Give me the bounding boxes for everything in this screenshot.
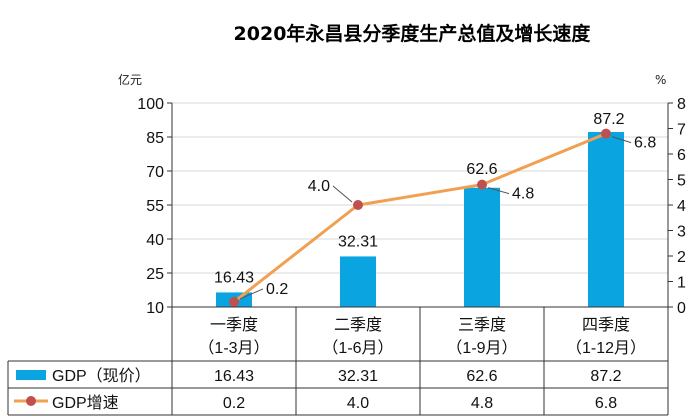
y-right-tick-label: 5	[677, 173, 686, 190]
y-right-tick-label: 8	[677, 96, 686, 113]
table-cell-gdp: 87.2	[590, 368, 621, 385]
bar-data-label: 16.43	[214, 269, 254, 286]
growth-marker	[601, 128, 611, 139]
line-data-label: 0.2	[266, 281, 288, 298]
table-cell-growth: 4.8	[471, 395, 493, 412]
leader-line	[487, 187, 510, 195]
bar-data-label: 62.6	[466, 161, 497, 178]
legend-bar-swatch	[16, 370, 46, 380]
growth-marker	[477, 179, 487, 190]
category-label: 一季度	[210, 316, 258, 334]
y-right-tick-label: 0	[677, 300, 686, 317]
y-left-tick-label: 40	[146, 232, 164, 249]
table-cell-growth: 6.8	[595, 395, 617, 412]
leader-line	[611, 136, 632, 144]
y-left-tick-label: 25	[146, 266, 164, 283]
growth-marker	[353, 200, 363, 210]
y-left-tick-label: 55	[146, 198, 164, 215]
bar-data-label: 32.31	[338, 233, 378, 250]
legend-marker	[26, 396, 36, 406]
y-right-tick-label: 6	[677, 147, 686, 164]
y-right-tick-label: 3	[677, 224, 686, 241]
chart-title: 2020年永昌县分季度生产总值及增长速度	[234, 22, 592, 45]
bar	[340, 256, 376, 307]
category-label: 四季度	[582, 316, 630, 334]
category-label: 三季度	[458, 316, 506, 334]
category-label: （1-3月）	[198, 339, 269, 357]
y-right-unit: %	[655, 73, 666, 87]
y-left-tick-label: 10	[146, 300, 164, 317]
growth-line	[233, 132, 607, 304]
category-label: 二季度	[334, 316, 382, 334]
table-cell-gdp: 16.43	[214, 368, 254, 385]
y-left-tick-label: 70	[146, 164, 164, 181]
bar	[588, 132, 624, 307]
table-cell-gdp: 62.6	[466, 368, 497, 385]
line-data-label: 6.8	[634, 135, 656, 152]
legend-label: GDP（现价）	[52, 367, 151, 385]
y-right-tick-label: 7	[677, 122, 686, 139]
legend-label: GDP增速	[52, 394, 119, 412]
line-data-label: 4.0	[308, 178, 330, 195]
line-data-label: 4.8	[512, 186, 534, 203]
y-right-tick-label: 4	[677, 198, 686, 215]
bar	[464, 187, 500, 307]
y-right-tick-label: 1	[677, 275, 686, 292]
category-label: （1-9月）	[446, 339, 517, 357]
leader-line	[332, 185, 353, 203]
table-cell-growth: 0.2	[223, 395, 245, 412]
y-left-unit: 亿元	[118, 72, 142, 87]
table-cell-growth: 4.0	[347, 395, 369, 412]
bar-data-label: 87.2	[593, 111, 624, 128]
growth-marker	[229, 296, 239, 307]
table-cell-gdp: 32.31	[338, 368, 378, 385]
y-left-tick-label: 100	[137, 96, 164, 113]
y-right-tick-label: 2	[677, 249, 686, 266]
y-left-tick-label: 85	[146, 130, 164, 147]
category-label: （1-12月）	[566, 339, 646, 357]
category-label: （1-6月）	[322, 339, 393, 357]
leader-line	[239, 288, 264, 300]
